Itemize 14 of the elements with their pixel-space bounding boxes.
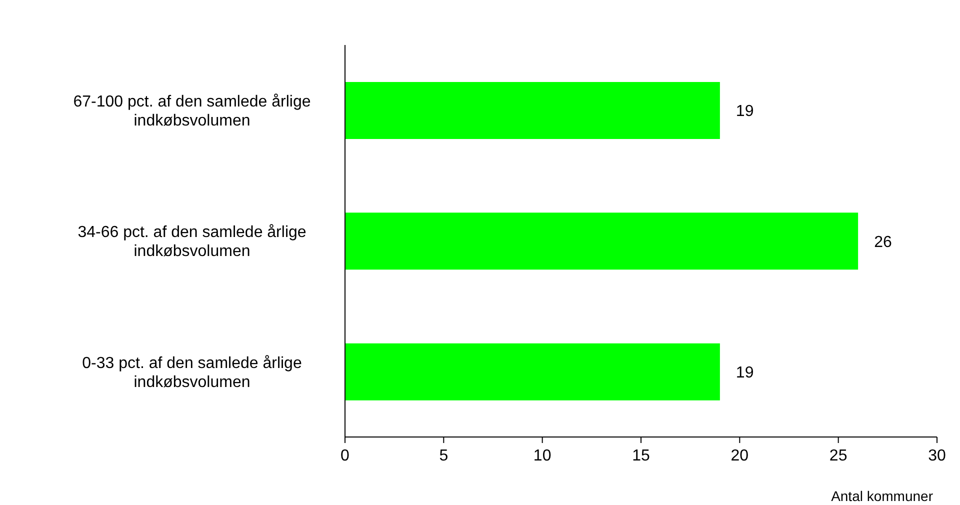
y-tick-label: 34-66 pct. af den samlede årlige indkøbsvolumen [78,224,306,260]
x-tick-label: 20 [730,447,749,464]
data-label: 19 [736,364,754,382]
data-label: 26 [874,234,892,251]
y-tick-label: 0-33 pct. af den samlede årlige indkøbsvolumen [82,354,302,391]
x-tick-label: 10 [533,447,552,464]
x-tick-label: 30 [928,447,946,464]
x-tick-label: 25 [829,447,848,464]
x-axis-title: Antal kommuner [831,488,934,504]
x-tick-label: 15 [632,447,650,464]
x-tick-label: 0 [340,447,350,464]
data-label: 19 [736,103,754,120]
y-tick-label: 67-100 pct. af den samlede årlige indkøbsvolumen [73,93,311,130]
x-tick-label: 5 [439,447,448,464]
